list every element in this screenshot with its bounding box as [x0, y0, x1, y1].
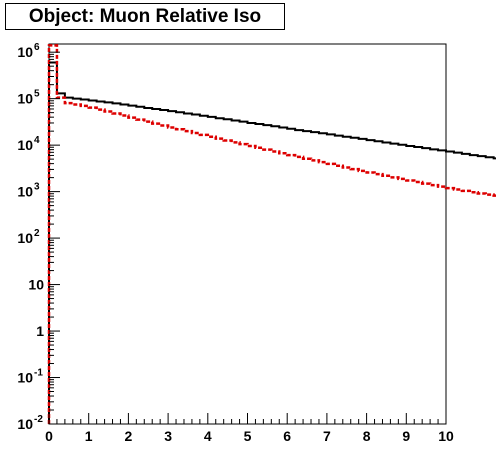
chart-title: Object: Muon Relative Iso [28, 5, 262, 27]
x-tick-label: 6 [283, 428, 291, 444]
y-tick-exponent: 5 [34, 89, 40, 100]
y-tick-exponent: -1 [34, 368, 43, 379]
y-tick-label: 10 [17, 91, 33, 107]
x-tick-label: 4 [204, 428, 212, 444]
y-tick-label: 10 [17, 44, 33, 60]
x-tick-label: 1 [85, 428, 93, 444]
series-group [47, 44, 496, 424]
series-line-2 [47, 44, 496, 424]
x-tick-label: 10 [438, 428, 454, 444]
x-tick-label: 8 [363, 428, 371, 444]
y-tick-exponent: 3 [34, 182, 40, 193]
chart-title-box: Object: Muon Relative Iso [5, 3, 285, 30]
y-tick-label: 10 [17, 416, 33, 432]
y-tick-label: 10 [17, 184, 33, 200]
y-tick-label: 10 [17, 230, 33, 246]
x-tick-label: 7 [323, 428, 331, 444]
y-tick-label: 10 [28, 277, 44, 293]
x-axis: 0 1 2 3 4 5 6 7 8 9 10 [45, 413, 454, 444]
y-tick-exponent: 2 [34, 228, 40, 239]
x-tick-label: 3 [164, 428, 172, 444]
y-tick-exponent: 4 [34, 135, 40, 146]
y-tick-exponent: -2 [34, 414, 43, 425]
y-tick-exponent: 6 [34, 42, 40, 53]
series-line-1 [48, 61, 496, 424]
y-tick-label: 10 [17, 137, 33, 153]
x-tick-label: 9 [402, 428, 410, 444]
x-tick-label: 0 [45, 428, 53, 444]
plot-frame [48, 43, 447, 425]
x-tick-label: 2 [125, 428, 133, 444]
x-tick-label: 5 [244, 428, 252, 444]
y-tick-label: 1 [36, 323, 44, 339]
y-tick-label: 10 [17, 370, 33, 386]
